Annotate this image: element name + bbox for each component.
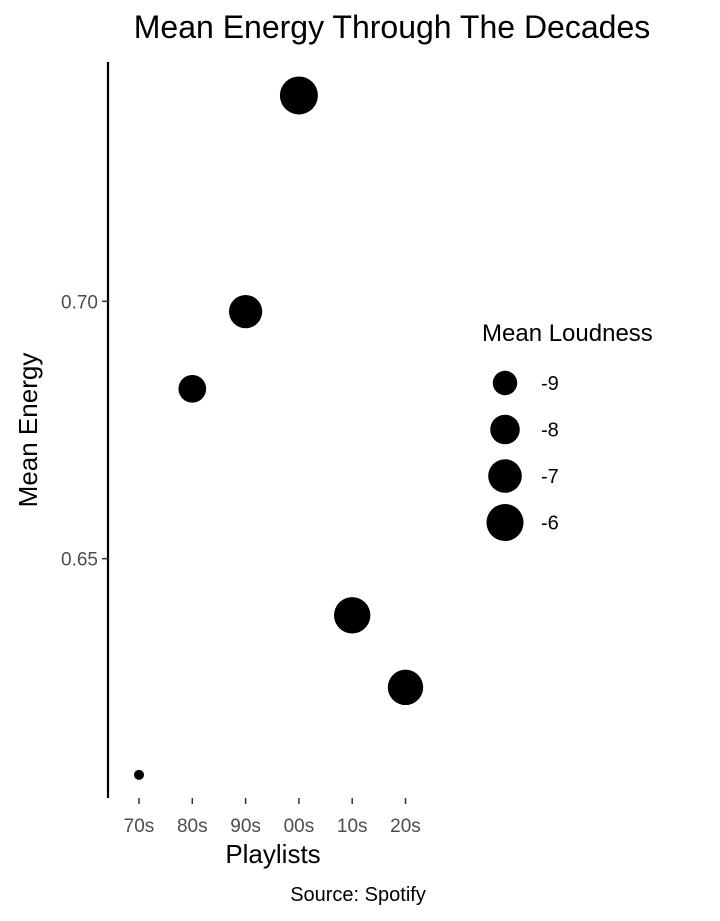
data-point-90s [228,295,263,329]
y-tick-label: 0.65 [61,550,98,571]
x-tick-label: 20s [390,816,421,837]
x-tick-label: 80s [177,816,208,837]
x-tick-label: 10s [337,816,368,837]
x-tick-label: 70s [124,816,155,837]
data-point-00s [279,76,318,115]
legend-title: Mean Loudness [482,320,653,347]
size-legend: Mean Loudness -9 -8 -7 -6 [482,320,653,542]
legend-label: -8 [541,420,559,442]
x-axis-ticks: 70s 80s 90s 00s 10s 20s [124,798,421,837]
legend-key [492,370,518,396]
x-tick-label: 00s [284,816,315,837]
data-point-80s [178,374,207,403]
data-point-70s [134,769,144,780]
legend-key [486,503,524,542]
chart-title: Mean Energy Through The Decades [134,9,650,45]
data-point-20s [387,669,424,706]
data-point-10s [334,597,371,634]
plot-area [134,76,424,780]
y-axis-title: Mean Energy [13,353,43,508]
legend-label: -7 [541,466,559,488]
legend-label: -6 [541,513,559,535]
legend-key [488,459,522,493]
y-tick-label: 0.70 [61,292,98,313]
y-axis-ticks: 0.65 0.70 [61,292,108,571]
x-axis-title: Playlists [225,839,320,869]
x-tick-label: 90s [230,816,261,837]
source-caption: Source: Spotify [290,884,426,906]
legend-key [490,414,520,445]
legend-label: -9 [541,373,559,395]
